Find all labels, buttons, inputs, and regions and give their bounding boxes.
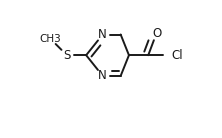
Text: S: S <box>63 49 71 62</box>
Text: CH3: CH3 <box>40 34 61 44</box>
Text: N: N <box>98 69 107 82</box>
Text: N: N <box>98 28 107 41</box>
Text: Cl: Cl <box>171 49 183 62</box>
Text: O: O <box>152 27 161 40</box>
